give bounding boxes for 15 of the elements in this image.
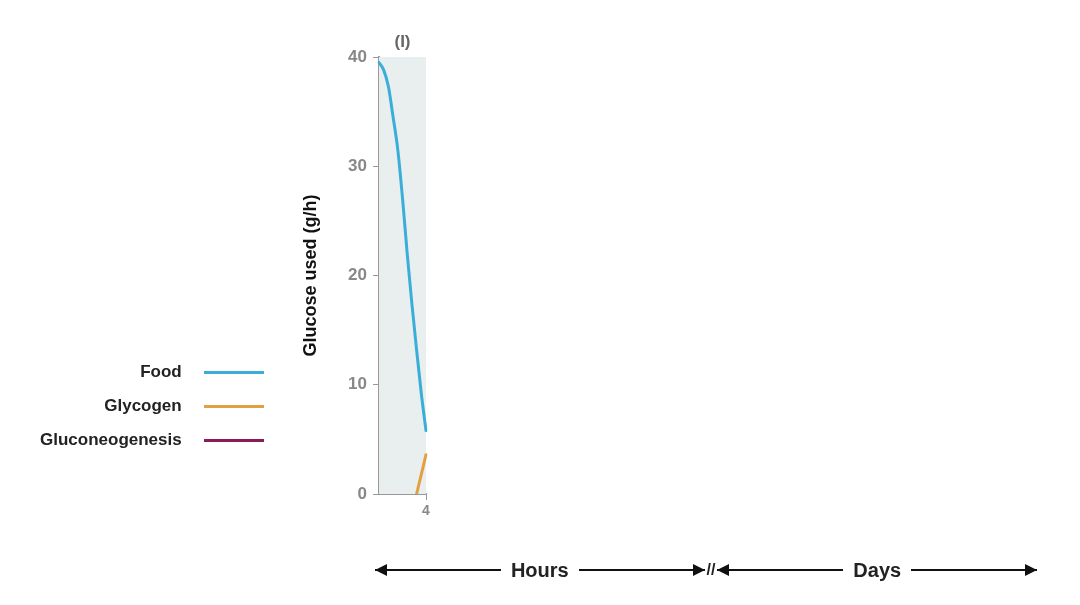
legend-label: Gluconeogenesis (40, 430, 182, 450)
chart-title: (I) (394, 32, 411, 52)
y-tick-label: 40 (348, 46, 367, 66)
legend-label: Glycogen (104, 396, 182, 416)
y-tick-label: 30 (348, 155, 367, 175)
x-tick-label: 4 (422, 502, 431, 519)
line-series (377, 60, 428, 433)
y-tick-label: 20 (348, 265, 367, 285)
y-tick-label: 0 (357, 483, 367, 503)
text: // (705, 561, 717, 579)
y-axis-title: Glucose used (g/h) (299, 194, 320, 357)
text: Hours (509, 558, 570, 582)
y-tick-label: 10 (348, 374, 367, 394)
text: Days (852, 558, 903, 582)
legend-label: Food (140, 362, 182, 382)
